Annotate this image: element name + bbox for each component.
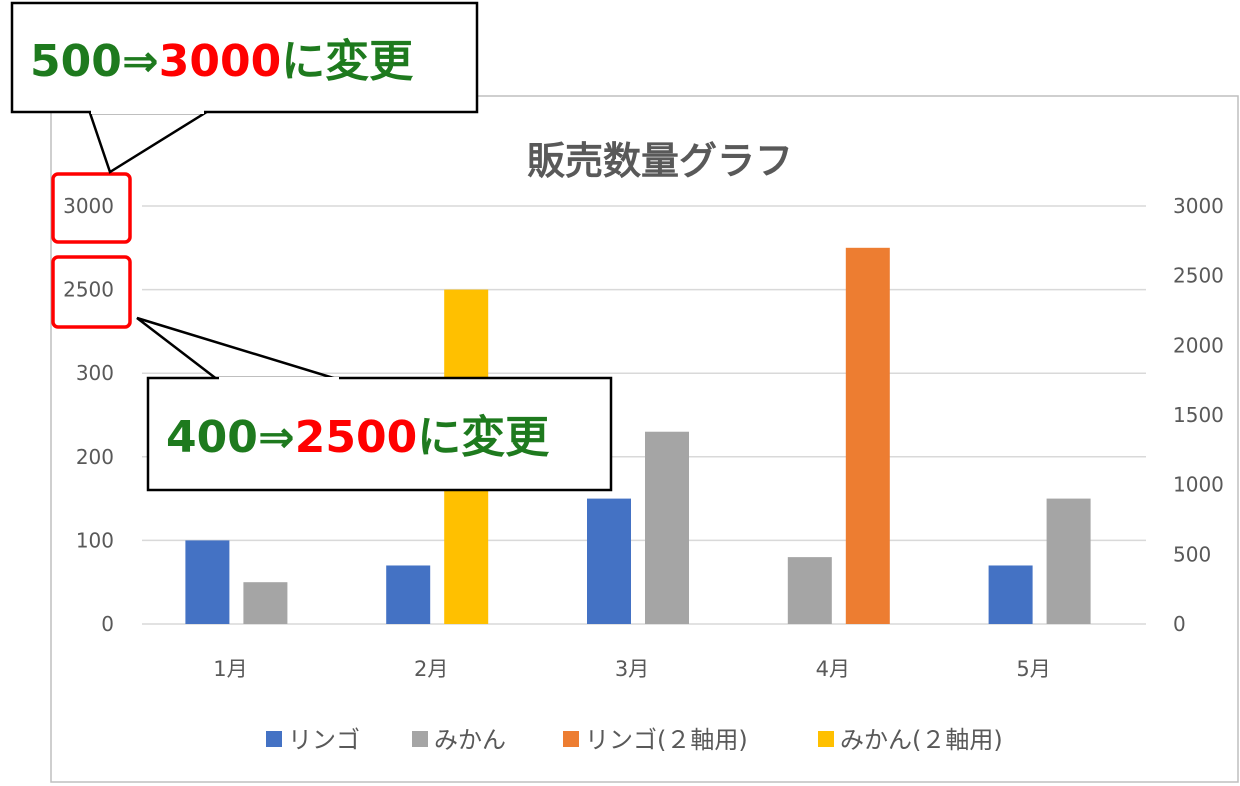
legend-swatch (818, 731, 834, 747)
category-label: 2月 (414, 657, 448, 681)
legend-label: リンゴ (288, 726, 360, 754)
bar-みかん-1月 (243, 582, 288, 624)
category-label: 3月 (615, 657, 649, 681)
secondary-tick-label: 1000 (1173, 473, 1224, 497)
callout-middle-before: 400⇒ (166, 412, 295, 463)
legend-label: リンゴ(２軸用) (585, 726, 748, 754)
legend-swatch (266, 731, 282, 747)
category-label: 1月 (213, 657, 247, 681)
primary-tick-label: 0 (101, 612, 114, 636)
primary-tick-label: 100 (76, 528, 114, 552)
legend-swatch (412, 731, 428, 747)
secondary-tick-label: 0 (1173, 612, 1186, 636)
bar-リンゴ-1月 (185, 540, 230, 624)
highlight-box-3000 (51, 172, 132, 244)
callout-top-after: に変更 (281, 36, 414, 87)
secondary-tick-label: 500 (1173, 542, 1211, 566)
legend-label: みかん(２軸用) (840, 726, 1003, 754)
callout-top-text: 500⇒3000に変更 (30, 36, 414, 87)
callout-top-before: 500⇒ (30, 36, 159, 87)
bar-みかん-4月 (787, 557, 832, 624)
callout-middle-text: 400⇒2500に変更 (166, 412, 550, 463)
secondary-tick-label: 2500 (1173, 264, 1224, 288)
bar-リンゴ-2月 (386, 565, 431, 624)
legend-swatch (563, 731, 579, 747)
secondary-tick-label: 3000 (1173, 194, 1224, 218)
legend-label: みかん (434, 726, 506, 754)
primary-tick-label: 300 (76, 361, 114, 385)
bar-みかん-5月 (1046, 498, 1091, 624)
primary-tick-label: 3000 (63, 194, 114, 218)
callout-middle-after: に変更 (417, 412, 550, 463)
primary-tick-label: 200 (76, 445, 114, 469)
primary-axis-tick-labels: 0 100 200 300 2500 3000 (63, 194, 114, 636)
primary-tick-label: 2500 (63, 278, 114, 302)
callout-middle-highlight: 2500 (295, 412, 417, 463)
secondary-tick-label: 1500 (1173, 403, 1224, 427)
callout-top-highlight: 3000 (159, 36, 281, 87)
chart-title: 販売数量グラフ (527, 139, 793, 183)
secondary-axis-tick-labels: 0 500 1000 1500 2000 2500 3000 (1173, 194, 1224, 636)
bar-リンゴ(２軸用)-4月 (845, 247, 890, 625)
legend: リンゴ みかん リンゴ(２軸用) みかん(２軸用) (266, 726, 1003, 754)
callout-top: 500⇒3000に変更 (10, 1, 479, 174)
category-label: 4月 (816, 657, 850, 681)
bar-リンゴ-3月 (587, 498, 631, 624)
secondary-tick-label: 2000 (1173, 333, 1224, 357)
bar-みかん-3月 (645, 431, 689, 624)
bar-リンゴ-5月 (988, 565, 1033, 624)
callout-middle: 400⇒2500に変更 (136, 316, 613, 492)
highlight-box-2500 (51, 255, 132, 329)
category-label: 5月 (1016, 657, 1050, 681)
category-labels: 1月 2月 3月 4月 5月 (213, 657, 1051, 681)
